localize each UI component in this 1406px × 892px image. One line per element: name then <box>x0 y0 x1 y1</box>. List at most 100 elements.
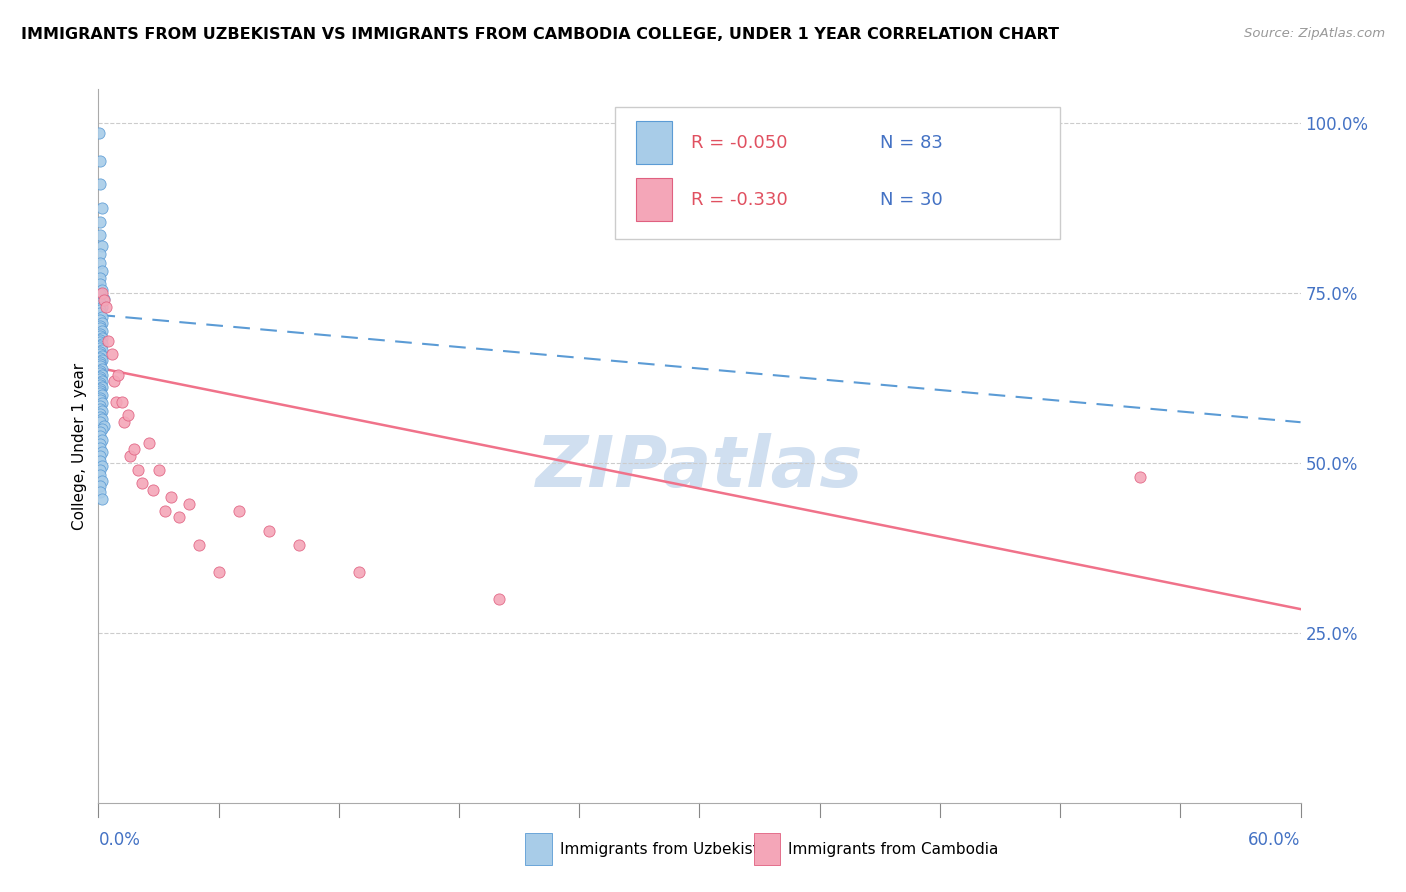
Point <box>124 442 146 457</box>
Point <box>96 300 118 314</box>
Point <box>89 485 111 500</box>
Point <box>91 474 114 488</box>
Point <box>91 361 114 376</box>
Point <box>128 463 150 477</box>
Point <box>111 394 134 409</box>
Point <box>89 347 111 361</box>
Point <box>91 458 114 473</box>
Point <box>89 384 111 398</box>
Point <box>257 524 280 538</box>
Point <box>89 303 111 318</box>
Point <box>91 388 114 402</box>
Point <box>89 441 111 455</box>
Point <box>89 333 111 347</box>
Point <box>93 418 115 433</box>
Point <box>91 331 114 345</box>
Point <box>89 425 111 440</box>
Text: R = -0.050: R = -0.050 <box>692 134 787 152</box>
Point <box>228 503 250 517</box>
Point <box>89 449 111 463</box>
Point <box>89 321 111 335</box>
Point <box>89 228 111 243</box>
Point <box>89 479 111 493</box>
FancyBboxPatch shape <box>754 833 780 865</box>
Point <box>91 380 114 394</box>
Point <box>91 353 114 368</box>
Point <box>208 565 231 579</box>
Point <box>117 409 139 423</box>
Point <box>89 127 111 141</box>
Y-axis label: College, Under 1 year: College, Under 1 year <box>72 362 87 530</box>
Point <box>347 565 370 579</box>
Point <box>114 415 136 429</box>
Point <box>91 491 114 506</box>
Point <box>89 334 111 349</box>
Point <box>101 347 124 361</box>
Point <box>91 445 114 459</box>
Point <box>89 454 111 468</box>
Point <box>91 201 114 215</box>
Point <box>91 349 114 363</box>
Text: Immigrants from Uzbekistan: Immigrants from Uzbekistan <box>560 842 778 856</box>
Point <box>177 497 200 511</box>
Point <box>89 329 111 343</box>
Point <box>91 286 114 301</box>
Point <box>120 449 142 463</box>
Point <box>89 341 111 355</box>
FancyBboxPatch shape <box>526 833 551 865</box>
Point <box>288 537 311 551</box>
Point <box>91 368 114 382</box>
Point <box>89 351 111 366</box>
Point <box>187 537 209 551</box>
Point <box>148 463 170 477</box>
Point <box>91 337 114 351</box>
Point <box>89 409 111 424</box>
Point <box>89 382 111 396</box>
Point <box>89 399 111 413</box>
Point <box>107 368 129 382</box>
Point <box>93 292 115 306</box>
Point <box>89 366 111 380</box>
Point <box>89 463 111 477</box>
Point <box>141 483 163 498</box>
Point <box>89 376 111 390</box>
Point <box>153 503 176 517</box>
Point <box>89 277 111 292</box>
Point <box>89 391 111 405</box>
FancyBboxPatch shape <box>636 178 672 221</box>
Point <box>91 264 114 278</box>
Point <box>89 393 111 408</box>
Point <box>89 215 111 229</box>
Point <box>103 375 125 389</box>
Point <box>89 359 111 374</box>
Point <box>91 300 114 314</box>
Point <box>91 433 114 447</box>
Point <box>91 283 114 297</box>
Point <box>89 386 111 401</box>
Point <box>91 422 114 436</box>
Point <box>89 246 111 260</box>
Point <box>89 377 111 392</box>
Point <box>89 339 111 353</box>
Point <box>167 510 190 524</box>
Point <box>91 310 114 324</box>
Point <box>89 468 111 483</box>
Point <box>89 255 111 269</box>
Text: ZIPatlas: ZIPatlas <box>536 433 863 502</box>
Point <box>89 429 111 443</box>
Point <box>89 358 111 372</box>
Text: Immigrants from Cambodia: Immigrants from Cambodia <box>789 842 998 856</box>
Point <box>89 153 111 168</box>
Point <box>91 396 114 410</box>
Point <box>91 374 114 388</box>
Point <box>89 363 111 377</box>
Point <box>91 324 114 338</box>
Point <box>91 238 114 252</box>
Point <box>91 316 114 330</box>
Point <box>89 355 111 369</box>
Point <box>89 313 111 327</box>
Point <box>89 345 111 359</box>
Text: N = 83: N = 83 <box>880 134 942 152</box>
Point <box>1129 469 1152 483</box>
Text: Source: ZipAtlas.com: Source: ZipAtlas.com <box>1244 27 1385 40</box>
